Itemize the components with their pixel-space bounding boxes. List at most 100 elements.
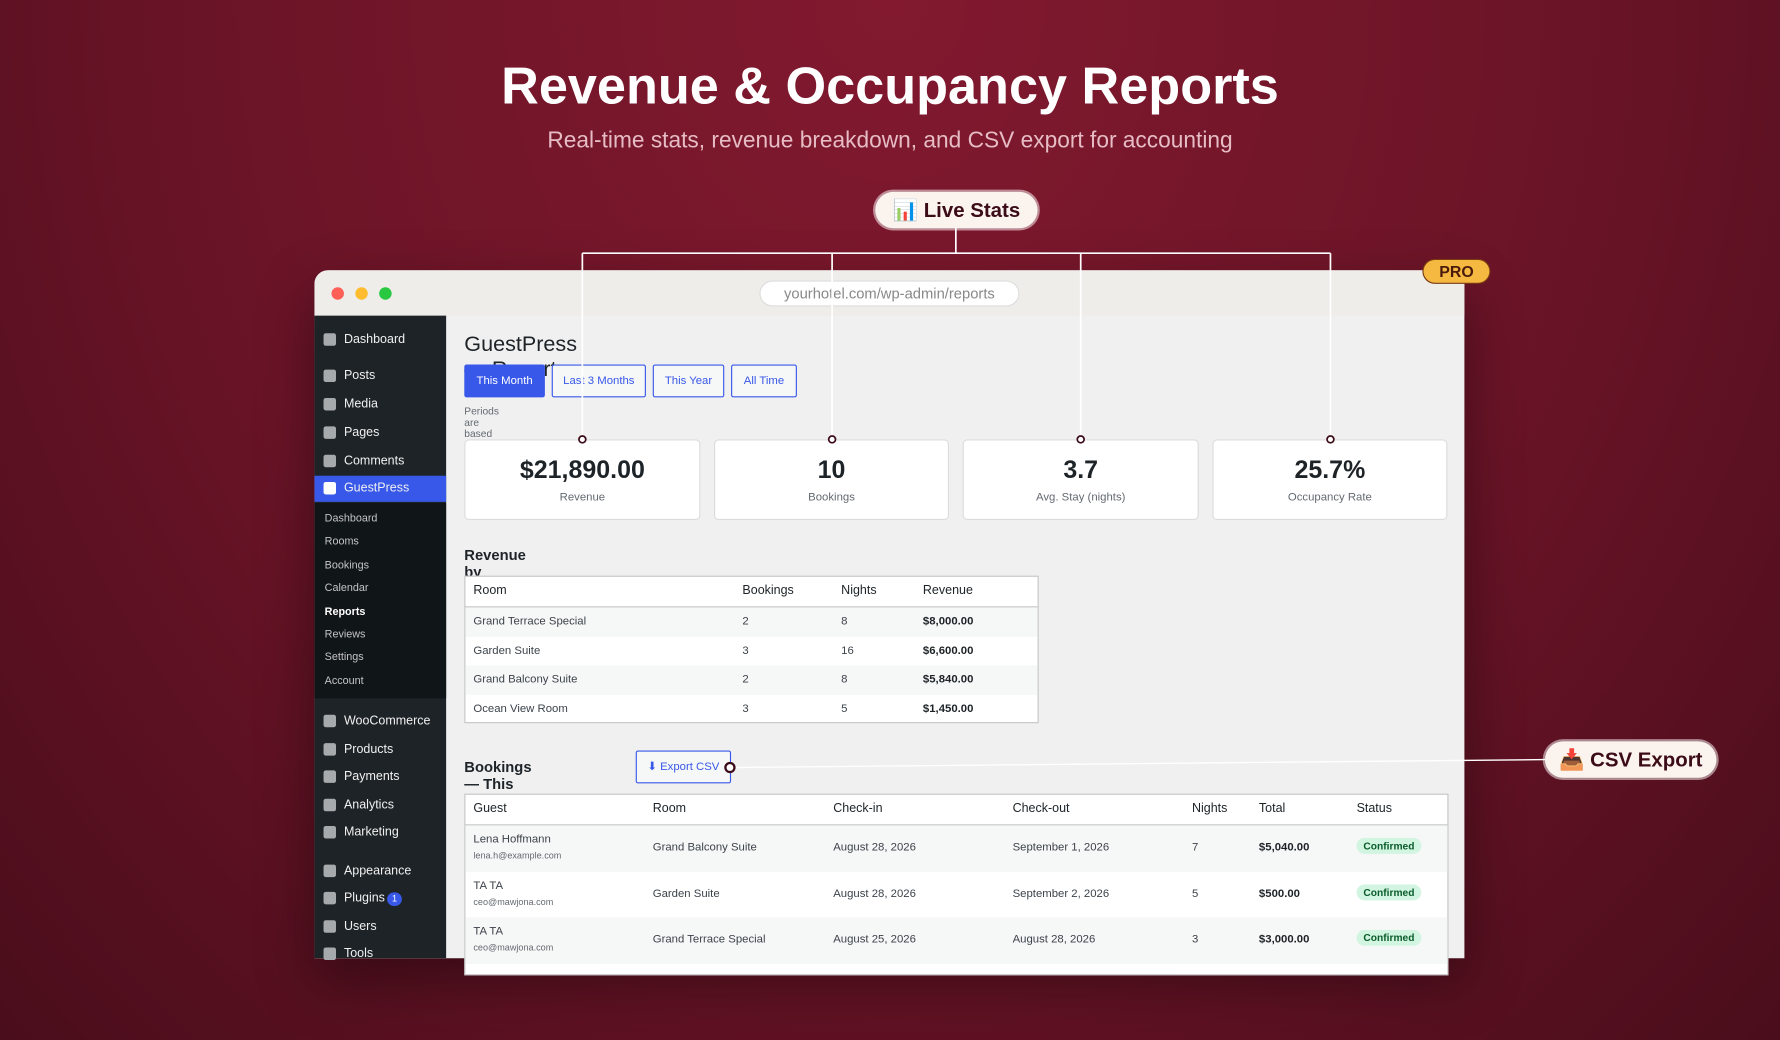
table-cell: Garden Suite <box>652 887 720 900</box>
table-cell: 16 <box>841 644 854 657</box>
submenu-item[interactable]: Calendar <box>324 581 369 595</box>
stat-card: 25.7% Occupancy Rate <box>1212 439 1448 521</box>
table-cell: 8 <box>841 673 848 686</box>
menu-item[interactable]: Posts <box>343 369 376 383</box>
table-header: Room <box>652 801 687 816</box>
guest-email: ceo@mawjona.com <box>473 896 554 907</box>
table-cell: 8 <box>841 615 848 628</box>
stat-value: 25.7% <box>1294 455 1366 484</box>
submenu-item[interactable]: Rooms <box>324 535 359 548</box>
row-bg <box>465 917 1448 964</box>
table-cell: 2 <box>742 673 749 686</box>
table-header: Guest <box>473 801 507 816</box>
table-cell: $6,600.00 <box>922 644 974 657</box>
table-header: Room <box>473 583 507 598</box>
table-cell: September 2, 2026 <box>1012 887 1110 900</box>
period-btn[interactable]: Last 3 Months <box>551 364 646 398</box>
submenu-bg <box>314 502 447 699</box>
table-header: Nights <box>1191 801 1228 816</box>
csv-callout: 📥 CSV Export <box>1545 741 1717 778</box>
table-cell: $5,840.00 <box>922 673 974 686</box>
table-header: Nights <box>841 583 877 598</box>
menu-item[interactable]: Comments <box>343 454 405 468</box>
status-badge: Confirmed <box>1356 837 1422 854</box>
menu-item[interactable]: Appearance <box>343 864 412 878</box>
table-cell: $8,000.00 <box>922 615 974 628</box>
divider <box>465 606 1038 608</box>
submenu-item[interactable]: Reports <box>324 605 366 619</box>
stat-label: Avg. Stay (nights) <box>1036 491 1126 505</box>
menu-icon[interactable] <box>323 743 337 756</box>
menu-item[interactable]: Media <box>343 397 378 412</box>
dot <box>355 287 368 300</box>
url-bar[interactable]: yourhotel.com/wp-admin/reports <box>759 280 1020 307</box>
stat-value: 10 <box>817 455 846 484</box>
status-badge: Confirmed <box>1356 929 1422 946</box>
menu-item[interactable]: Plugins <box>343 891 385 905</box>
dot <box>331 287 344 300</box>
menu-icon[interactable] <box>323 770 337 783</box>
menu-icon[interactable] <box>323 864 337 878</box>
title: Revenue & Occupancy Reports <box>501 55 1279 115</box>
table-cell: 3 <box>1191 933 1199 946</box>
status-badge: Confirmed <box>1356 883 1422 900</box>
menu-icon[interactable] <box>323 920 337 933</box>
menu-item[interactable]: Analytics <box>343 798 394 812</box>
active-menu <box>314 475 447 502</box>
table-cell: 3 <box>742 702 749 715</box>
period-btn[interactable]: All Time <box>731 364 797 398</box>
stat-label: Occupancy Rate <box>1287 491 1372 505</box>
stat-value: 3.7 <box>1063 455 1099 484</box>
submenu-item[interactable]: Account <box>324 674 364 688</box>
menu-item[interactable]: WooCommerce <box>343 714 431 728</box>
table-cell: Grand Balcony Suite <box>652 841 757 854</box>
table-cell: September 1, 2026 <box>1012 841 1110 854</box>
table-header: Check-out <box>1012 801 1070 816</box>
submenu-item[interactable]: Reviews <box>324 628 366 641</box>
submenu-item[interactable]: Bookings <box>324 559 370 572</box>
stat-card: 10 Bookings <box>714 439 950 521</box>
menu-item[interactable]: Marketing <box>343 825 399 840</box>
submenu-item[interactable]: Dashboard <box>324 512 378 526</box>
live-stats-callout: 📊 Live Stats <box>875 191 1038 229</box>
stat-label: Revenue <box>559 491 606 505</box>
menu-item[interactable]: GuestPress <box>343 481 410 496</box>
table-cell: 5 <box>841 702 848 715</box>
row-bg <box>465 607 1038 637</box>
menu-icon[interactable] <box>323 369 337 383</box>
period-btn[interactable]: This Year <box>652 364 725 398</box>
menu-item[interactable]: Products <box>343 742 394 757</box>
menu-icon[interactable] <box>323 426 337 439</box>
plugins-badge: 1 <box>387 892 402 907</box>
submenu-item[interactable]: Settings <box>324 651 364 664</box>
row-bg <box>465 825 1448 872</box>
menu-icon[interactable] <box>323 891 337 905</box>
table-cell: August 28, 2026 <box>1012 933 1096 946</box>
menu-item[interactable]: Pages <box>343 425 380 440</box>
menu-icon[interactable] <box>323 454 337 468</box>
menu-icon[interactable] <box>323 714 337 728</box>
table-cell: 5 <box>1191 887 1199 900</box>
table-cell: 7 <box>1191 841 1199 854</box>
table-cell: $3,000.00 <box>1258 933 1310 946</box>
table-cell: August 28, 2026 <box>833 887 916 900</box>
table-cell: Grand Terrace Special <box>473 615 587 628</box>
table-header: Total <box>1258 801 1286 816</box>
menu-icon[interactable] <box>323 397 337 411</box>
table <box>464 575 1039 724</box>
menu-icon[interactable] <box>323 481 337 495</box>
guest-name: Lena Hoffmann <box>473 833 551 846</box>
menu-icon[interactable] <box>323 947 337 960</box>
guest-name: TA TA <box>473 879 504 892</box>
menu-icon[interactable] <box>323 333 337 346</box>
menu-item[interactable]: Users <box>343 919 377 934</box>
menu-icon[interactable] <box>323 798 337 812</box>
menu-item[interactable]: Dashboard <box>343 332 406 347</box>
period-btn[interactable]: This Month <box>464 364 545 398</box>
menu-icon[interactable] <box>323 826 337 839</box>
export-btn[interactable]: ⬇ Export CSV <box>635 750 732 784</box>
table-cell: 3 <box>742 644 749 657</box>
menu-item[interactable]: Payments <box>343 769 400 784</box>
menu-item[interactable]: Tools <box>343 946 374 961</box>
